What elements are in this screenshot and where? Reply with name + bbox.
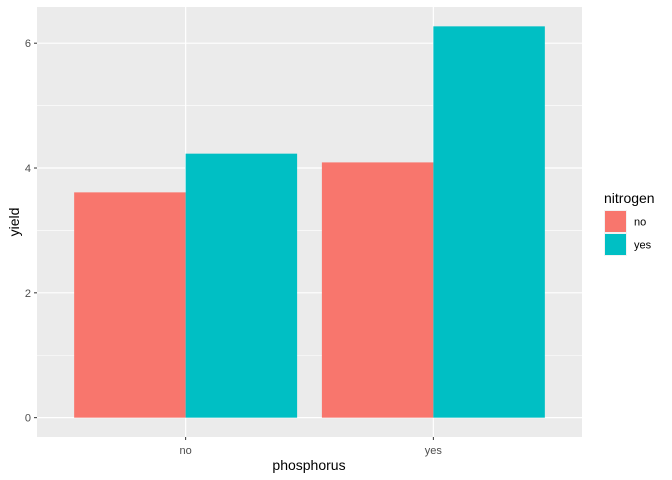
- legend-label-no: no: [634, 217, 646, 229]
- legend-label-yes: yes: [634, 240, 652, 252]
- legend: nitrogen no yes: [604, 190, 655, 256]
- y-axis-title: yield: [6, 208, 22, 237]
- x-tick-label: no: [180, 445, 192, 457]
- bars: [74, 26, 545, 418]
- legend-title: nitrogen: [604, 190, 655, 206]
- bar-yes-yes: [433, 26, 545, 418]
- x-axis-title: phosphorus: [272, 457, 345, 473]
- y-axis-ticks: 0 2 4 6: [25, 38, 37, 425]
- bar-no-yes: [185, 153, 298, 418]
- y-tick-label: 6: [25, 38, 31, 50]
- x-axis-ticks: no yes: [180, 437, 443, 457]
- y-tick-label: 2: [25, 288, 31, 300]
- y-tick-label: 4: [25, 163, 31, 175]
- y-tick-label: 0: [25, 413, 31, 425]
- x-tick-label: yes: [425, 445, 443, 457]
- bar-yes-no: [321, 162, 434, 418]
- legend-key-no: [605, 211, 626, 232]
- legend-key-yes: [605, 234, 626, 255]
- bar-no-no: [74, 192, 186, 418]
